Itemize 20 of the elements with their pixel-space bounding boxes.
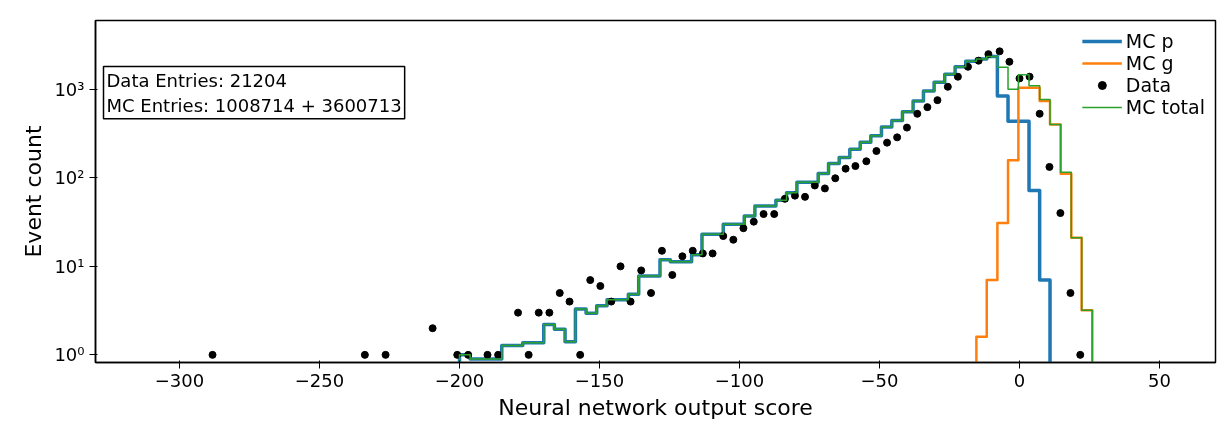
- x-tick-label: 50: [1148, 369, 1171, 391]
- x-tick-label: 0: [1013, 369, 1026, 391]
- x-tick-label: −150: [574, 369, 625, 391]
- legend-label: MC total: [1125, 96, 1205, 118]
- x-axis-title: Neural network output score: [498, 394, 813, 420]
- y-tick-label: 10²: [54, 167, 85, 189]
- y-tick-label: 10⁰: [54, 344, 85, 366]
- x-tick-label: −100: [714, 369, 765, 391]
- legend-label: MC g: [1125, 52, 1174, 74]
- y-axis-title: Event count: [21, 125, 47, 258]
- x-tick-label: −200: [434, 369, 485, 391]
- y-tick-label: 10³: [54, 78, 85, 100]
- x-tick-label: −300: [154, 369, 205, 391]
- x-tick-label: −250: [294, 369, 345, 391]
- y-tick-label: 10¹: [54, 255, 85, 277]
- annotation: Data Entries: 21204: [106, 69, 287, 91]
- legend-label: Data: [1125, 74, 1172, 96]
- annotation: MC Entries: 1008714 + 3600713: [106, 94, 402, 116]
- x-tick-label: −50: [860, 369, 899, 391]
- legend-label: MC p: [1125, 30, 1174, 52]
